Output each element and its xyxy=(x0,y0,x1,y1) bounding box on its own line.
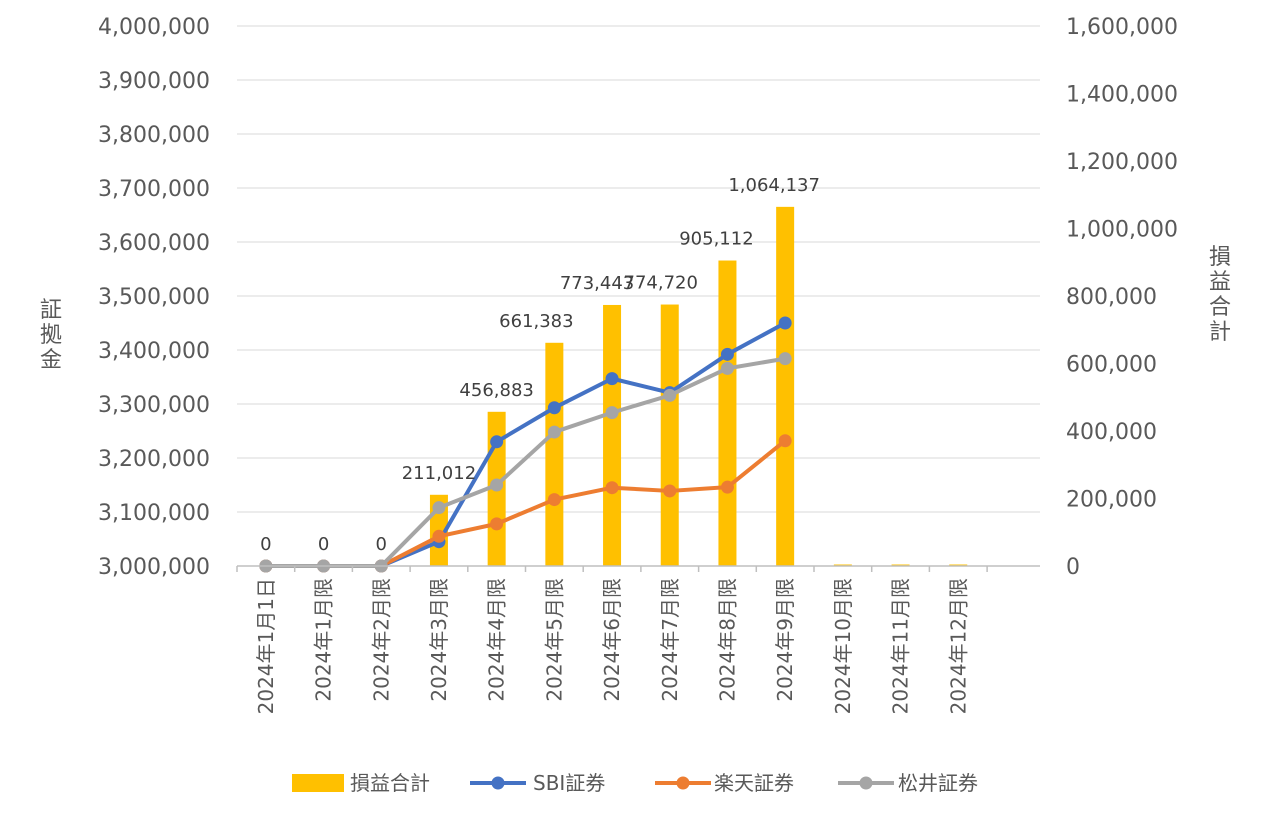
series-point xyxy=(605,406,619,420)
left-tick-label: 3,400,000 xyxy=(98,339,210,364)
bar xyxy=(718,260,737,566)
left-axis-ticks: 3,000,000 3,100,000 3,200,000 3,300,000 3,40… xyxy=(98,15,210,580)
legend-label: 楽天証券 xyxy=(714,771,794,795)
x-tick-label: 2024年6月限 xyxy=(600,578,624,702)
data-label: 1,064,137 xyxy=(728,175,820,196)
left-tick-label: 3,100,000 xyxy=(98,501,210,526)
bar xyxy=(776,206,795,566)
x-tick-label: 2024年1月限 xyxy=(312,578,336,702)
x-tick-label: 2024年2月限 xyxy=(369,578,393,702)
series-point xyxy=(605,372,619,386)
x-tick-label: 2024年5月限 xyxy=(542,578,566,702)
data-label: 774,720 xyxy=(624,273,698,294)
right-tick-label: 800,000 xyxy=(1066,285,1157,310)
series-point xyxy=(490,435,504,449)
bar xyxy=(603,304,622,566)
bar-series xyxy=(429,206,968,566)
series-point xyxy=(778,434,792,448)
right-tick-label: 600,000 xyxy=(1066,353,1157,378)
left-tick-label: 3,200,000 xyxy=(98,447,210,472)
right-tick-label: 1,600,000 xyxy=(1066,15,1178,40)
bar xyxy=(545,342,564,566)
series-point xyxy=(663,484,677,498)
x-tick-label: 2024年8月限 xyxy=(715,578,739,702)
series-point xyxy=(605,481,619,495)
left-tick-label: 3,500,000 xyxy=(98,285,210,310)
legend: 損益合計 SBI証券 楽天証券 松井証券 xyxy=(292,771,978,795)
series-point xyxy=(720,361,734,375)
series-point xyxy=(663,388,677,402)
x-tick-label: 2024年1月1日 xyxy=(254,578,278,714)
series-point xyxy=(547,493,561,507)
x-tick-label: 2024年4月限 xyxy=(485,578,509,702)
x-tick-label: 2024年7月限 xyxy=(658,578,682,702)
series-point xyxy=(490,517,504,531)
left-tick-label: 3,600,000 xyxy=(98,231,210,256)
left-axis-title: 証拠金 xyxy=(40,298,62,373)
series-line xyxy=(263,321,788,568)
data-label: 0 xyxy=(318,534,329,555)
gridlines xyxy=(237,25,1040,513)
legend-label: 損益合計 xyxy=(350,771,430,795)
axis-titles: 証拠金 損益合計 xyxy=(40,245,1231,373)
right-tick-label: 1,000,000 xyxy=(1066,218,1178,243)
left-tick-label: 4,000,000 xyxy=(98,15,210,40)
series-point xyxy=(547,425,561,439)
series-point xyxy=(432,529,446,543)
legend-swatch-marker xyxy=(859,776,873,790)
left-tick-label: 3,900,000 xyxy=(98,69,210,94)
data-label: 211,012 xyxy=(402,463,476,484)
data-label: 0 xyxy=(260,534,271,555)
legend-swatch-marker xyxy=(491,776,505,790)
bar xyxy=(660,304,679,566)
legend-label: SBI証券 xyxy=(533,771,605,795)
x-tick-label: 2024年12月限 xyxy=(946,578,970,714)
series-point xyxy=(720,347,734,361)
right-tick-label: 1,200,000 xyxy=(1066,150,1178,175)
right-tick-label: 1,400,000 xyxy=(1066,83,1178,108)
legend-swatch-bar xyxy=(292,774,344,792)
data-label: 661,383 xyxy=(499,311,573,332)
data-label: 456,883 xyxy=(459,380,533,401)
x-tick-label: 2024年10月限 xyxy=(831,578,855,714)
x-tick-label: 2024年11月限 xyxy=(889,578,913,714)
line-series xyxy=(259,316,792,573)
right-tick-label: 200,000 xyxy=(1066,488,1157,513)
right-axis-title: 損益合計 xyxy=(1209,245,1231,345)
left-tick-label: 3,800,000 xyxy=(98,123,210,148)
left-tick-label: 3,000,000 xyxy=(98,555,210,580)
x-tick-label: 2024年3月限 xyxy=(427,578,451,702)
legend-swatch-marker xyxy=(676,776,690,790)
series-point xyxy=(720,480,734,494)
data-label: 0 xyxy=(376,534,387,555)
x-tick-label: 2024年9月限 xyxy=(773,578,797,702)
right-tick-label: 400,000 xyxy=(1066,420,1157,445)
left-tick-label: 3,300,000 xyxy=(98,393,210,418)
legend-label: 松井証券 xyxy=(898,771,978,795)
x-axis: 2024年1月1日 2024年1月限 2024年2月限 2024年3月限 2024年4月… xyxy=(236,565,1040,714)
series-point xyxy=(490,478,504,492)
series-point xyxy=(778,316,792,330)
right-axis-ticks: 0 200,000 400,000 600,000 800,000 1,000,000 1,… xyxy=(1066,15,1178,580)
left-tick-label: 3,700,000 xyxy=(98,177,210,202)
series-point xyxy=(778,352,792,366)
right-tick-label: 0 xyxy=(1066,555,1080,580)
data-label: 773,443 xyxy=(560,273,634,294)
series-point xyxy=(432,501,446,515)
series-point xyxy=(547,401,561,415)
data-label: 905,112 xyxy=(679,229,753,250)
